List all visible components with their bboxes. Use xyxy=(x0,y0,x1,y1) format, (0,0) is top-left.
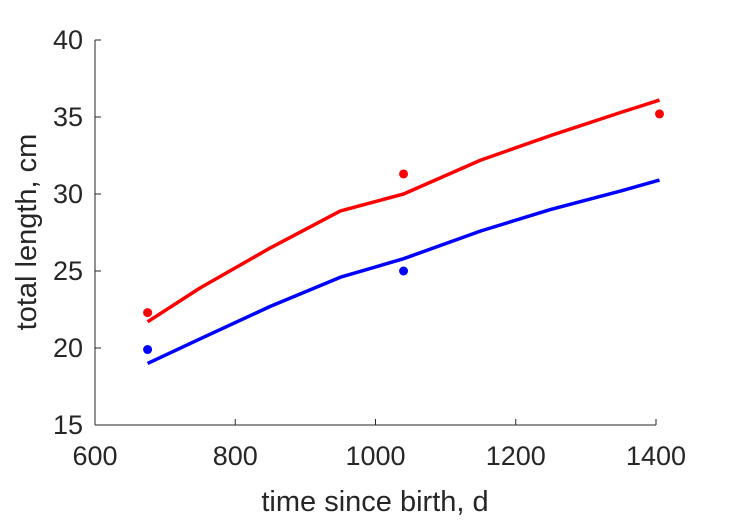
tick-labels: 600 800 1000 1200 1400 15 20 25 30 35 40 xyxy=(53,25,686,471)
data-point xyxy=(143,308,153,318)
y-axis-label: total length, cm xyxy=(11,134,43,331)
y-tick-label: 35 xyxy=(53,102,83,132)
x-tick-label: 1200 xyxy=(486,441,546,471)
fit-line xyxy=(146,178,660,365)
data-point xyxy=(399,266,409,276)
x-tick-label: 600 xyxy=(72,441,117,471)
y-tick-label: 20 xyxy=(53,333,83,363)
x-tick-label: 1400 xyxy=(626,441,686,471)
y-tick-label: 15 xyxy=(53,410,83,440)
data-point xyxy=(143,345,153,355)
axes xyxy=(94,40,656,426)
x-axis-label: time since birth, d xyxy=(261,486,488,518)
x-tick-label: 1000 xyxy=(345,441,405,471)
y-tick-label: 30 xyxy=(53,179,83,209)
ticks xyxy=(94,39,657,426)
data-point xyxy=(399,169,409,179)
fit-line xyxy=(146,98,661,324)
y-tick-label: 25 xyxy=(53,256,83,286)
y-tick-label: 40 xyxy=(53,25,83,55)
x-tick-label: 800 xyxy=(213,441,258,471)
series xyxy=(143,98,665,365)
data-point xyxy=(655,109,665,119)
